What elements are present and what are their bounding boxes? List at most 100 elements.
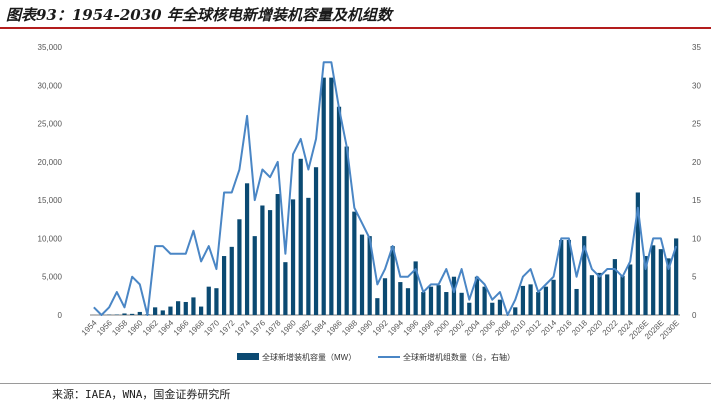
- bar: [574, 288, 579, 315]
- y-left-tick-label: 30,000: [38, 81, 63, 90]
- bar: [528, 284, 533, 315]
- bar: [459, 292, 464, 315]
- x-tick-label: 1992: [371, 318, 390, 337]
- bar: [666, 258, 671, 315]
- y-left-tick-label: 35,000: [38, 43, 63, 52]
- y-right-tick-label: 35: [692, 43, 701, 52]
- x-tick-label: 1982: [294, 318, 313, 337]
- x-tick-label: 2010: [509, 318, 528, 337]
- x-tick-label: 1970: [202, 318, 221, 337]
- bar: [122, 313, 127, 315]
- bar: [451, 276, 457, 315]
- x-tick-label: 1974: [233, 318, 252, 337]
- bar: [474, 276, 480, 315]
- x-tick-label: 1966: [172, 318, 191, 337]
- x-tick-label: 2020: [585, 318, 604, 337]
- bar: [130, 313, 135, 315]
- bar: [597, 272, 602, 315]
- bar: [275, 194, 280, 315]
- y-right-tick-label: 15: [692, 196, 701, 205]
- bar: [513, 307, 518, 315]
- bar: [168, 306, 173, 315]
- bar: [635, 192, 640, 315]
- y-left-tick-label: 10,000: [38, 234, 63, 243]
- chart-title: 图表93：1954-2030 年全球核电新增装机容量及机组数: [6, 6, 392, 24]
- x-tick-label: 2018: [570, 318, 589, 337]
- bar: [313, 167, 319, 315]
- x-tick-label: 2022: [601, 318, 620, 337]
- bar: [283, 262, 288, 315]
- bar: [198, 306, 204, 315]
- x-tick-label: 1958: [110, 318, 129, 337]
- bar: [244, 183, 250, 315]
- bar: [260, 205, 265, 315]
- x-tick-label: 2002: [447, 318, 466, 337]
- bar: [628, 264, 633, 315]
- bar: [651, 245, 656, 315]
- x-tick-label: 2014: [539, 318, 558, 337]
- x-tick-label: 1976: [248, 318, 267, 337]
- x-tick-label: 1990: [356, 318, 375, 337]
- bar: [674, 238, 679, 315]
- bar: [352, 211, 357, 315]
- bar: [536, 292, 541, 315]
- bar: [543, 286, 549, 315]
- bar: [191, 297, 196, 315]
- x-tick-label: 1960: [126, 318, 145, 337]
- bar: [214, 288, 219, 315]
- bar: [413, 261, 418, 315]
- bar: [321, 77, 326, 315]
- y-right-tick-label: 10: [692, 234, 701, 243]
- bar: [398, 282, 403, 315]
- x-tick-label: 2004: [463, 318, 482, 337]
- y-left-tick-label: 0: [58, 311, 63, 320]
- bar: [306, 197, 311, 315]
- bar: [436, 285, 441, 315]
- bar: [237, 219, 242, 315]
- bar: [390, 246, 395, 315]
- line-series: [93, 61, 678, 316]
- bar: [298, 158, 303, 315]
- chart-area: 0 5,000 10,000 15,000 20,000 25,000 30,000 35,0…: [38, 43, 702, 362]
- bar: [267, 210, 273, 315]
- bar: [221, 256, 227, 315]
- x-tick-label: 1978: [264, 318, 283, 337]
- x-tick-label: 1968: [187, 318, 206, 337]
- x-tick-label: 1972: [218, 318, 237, 337]
- x-tick-label: 1998: [417, 318, 436, 337]
- bar: [183, 301, 188, 315]
- bar: [444, 292, 449, 315]
- x-tick-label: 1954: [80, 318, 99, 337]
- bar: [206, 286, 211, 315]
- bar: [551, 279, 556, 315]
- x-tick-label: 2008: [493, 318, 512, 337]
- bar: [582, 236, 587, 315]
- x-tick-label: 1994: [386, 318, 405, 337]
- title-rule: [0, 27, 711, 29]
- bar: [658, 249, 663, 315]
- y-right-tick-label: 25: [692, 120, 701, 129]
- bar: [589, 275, 594, 315]
- bar: [566, 239, 572, 315]
- bar: [405, 288, 411, 315]
- source-note: 来源：IAEA，WNA，国金证券研究所: [52, 388, 231, 401]
- bar: [605, 274, 610, 315]
- legend-label-line: 全球新增机组数量（台，右轴）: [403, 352, 515, 362]
- bar: [467, 302, 472, 315]
- bar: [160, 310, 165, 315]
- y-left-tick-label: 15,000: [38, 196, 63, 205]
- x-tick-label: 1980: [279, 318, 298, 337]
- bar: [229, 246, 234, 315]
- bar: [252, 236, 257, 315]
- bar: [428, 286, 434, 315]
- bar: [344, 146, 349, 315]
- y-right-tick-label: 30: [692, 81, 701, 90]
- y-right-tick-label: 20: [692, 158, 701, 167]
- x-tick-label: 2006: [478, 318, 497, 337]
- bar: [612, 259, 617, 315]
- bar: [336, 106, 342, 316]
- footer-rule: [0, 383, 711, 384]
- x-tick-label: 2012: [524, 318, 543, 337]
- y-left-tick-label: 25,000: [38, 120, 63, 129]
- bar: [559, 239, 564, 315]
